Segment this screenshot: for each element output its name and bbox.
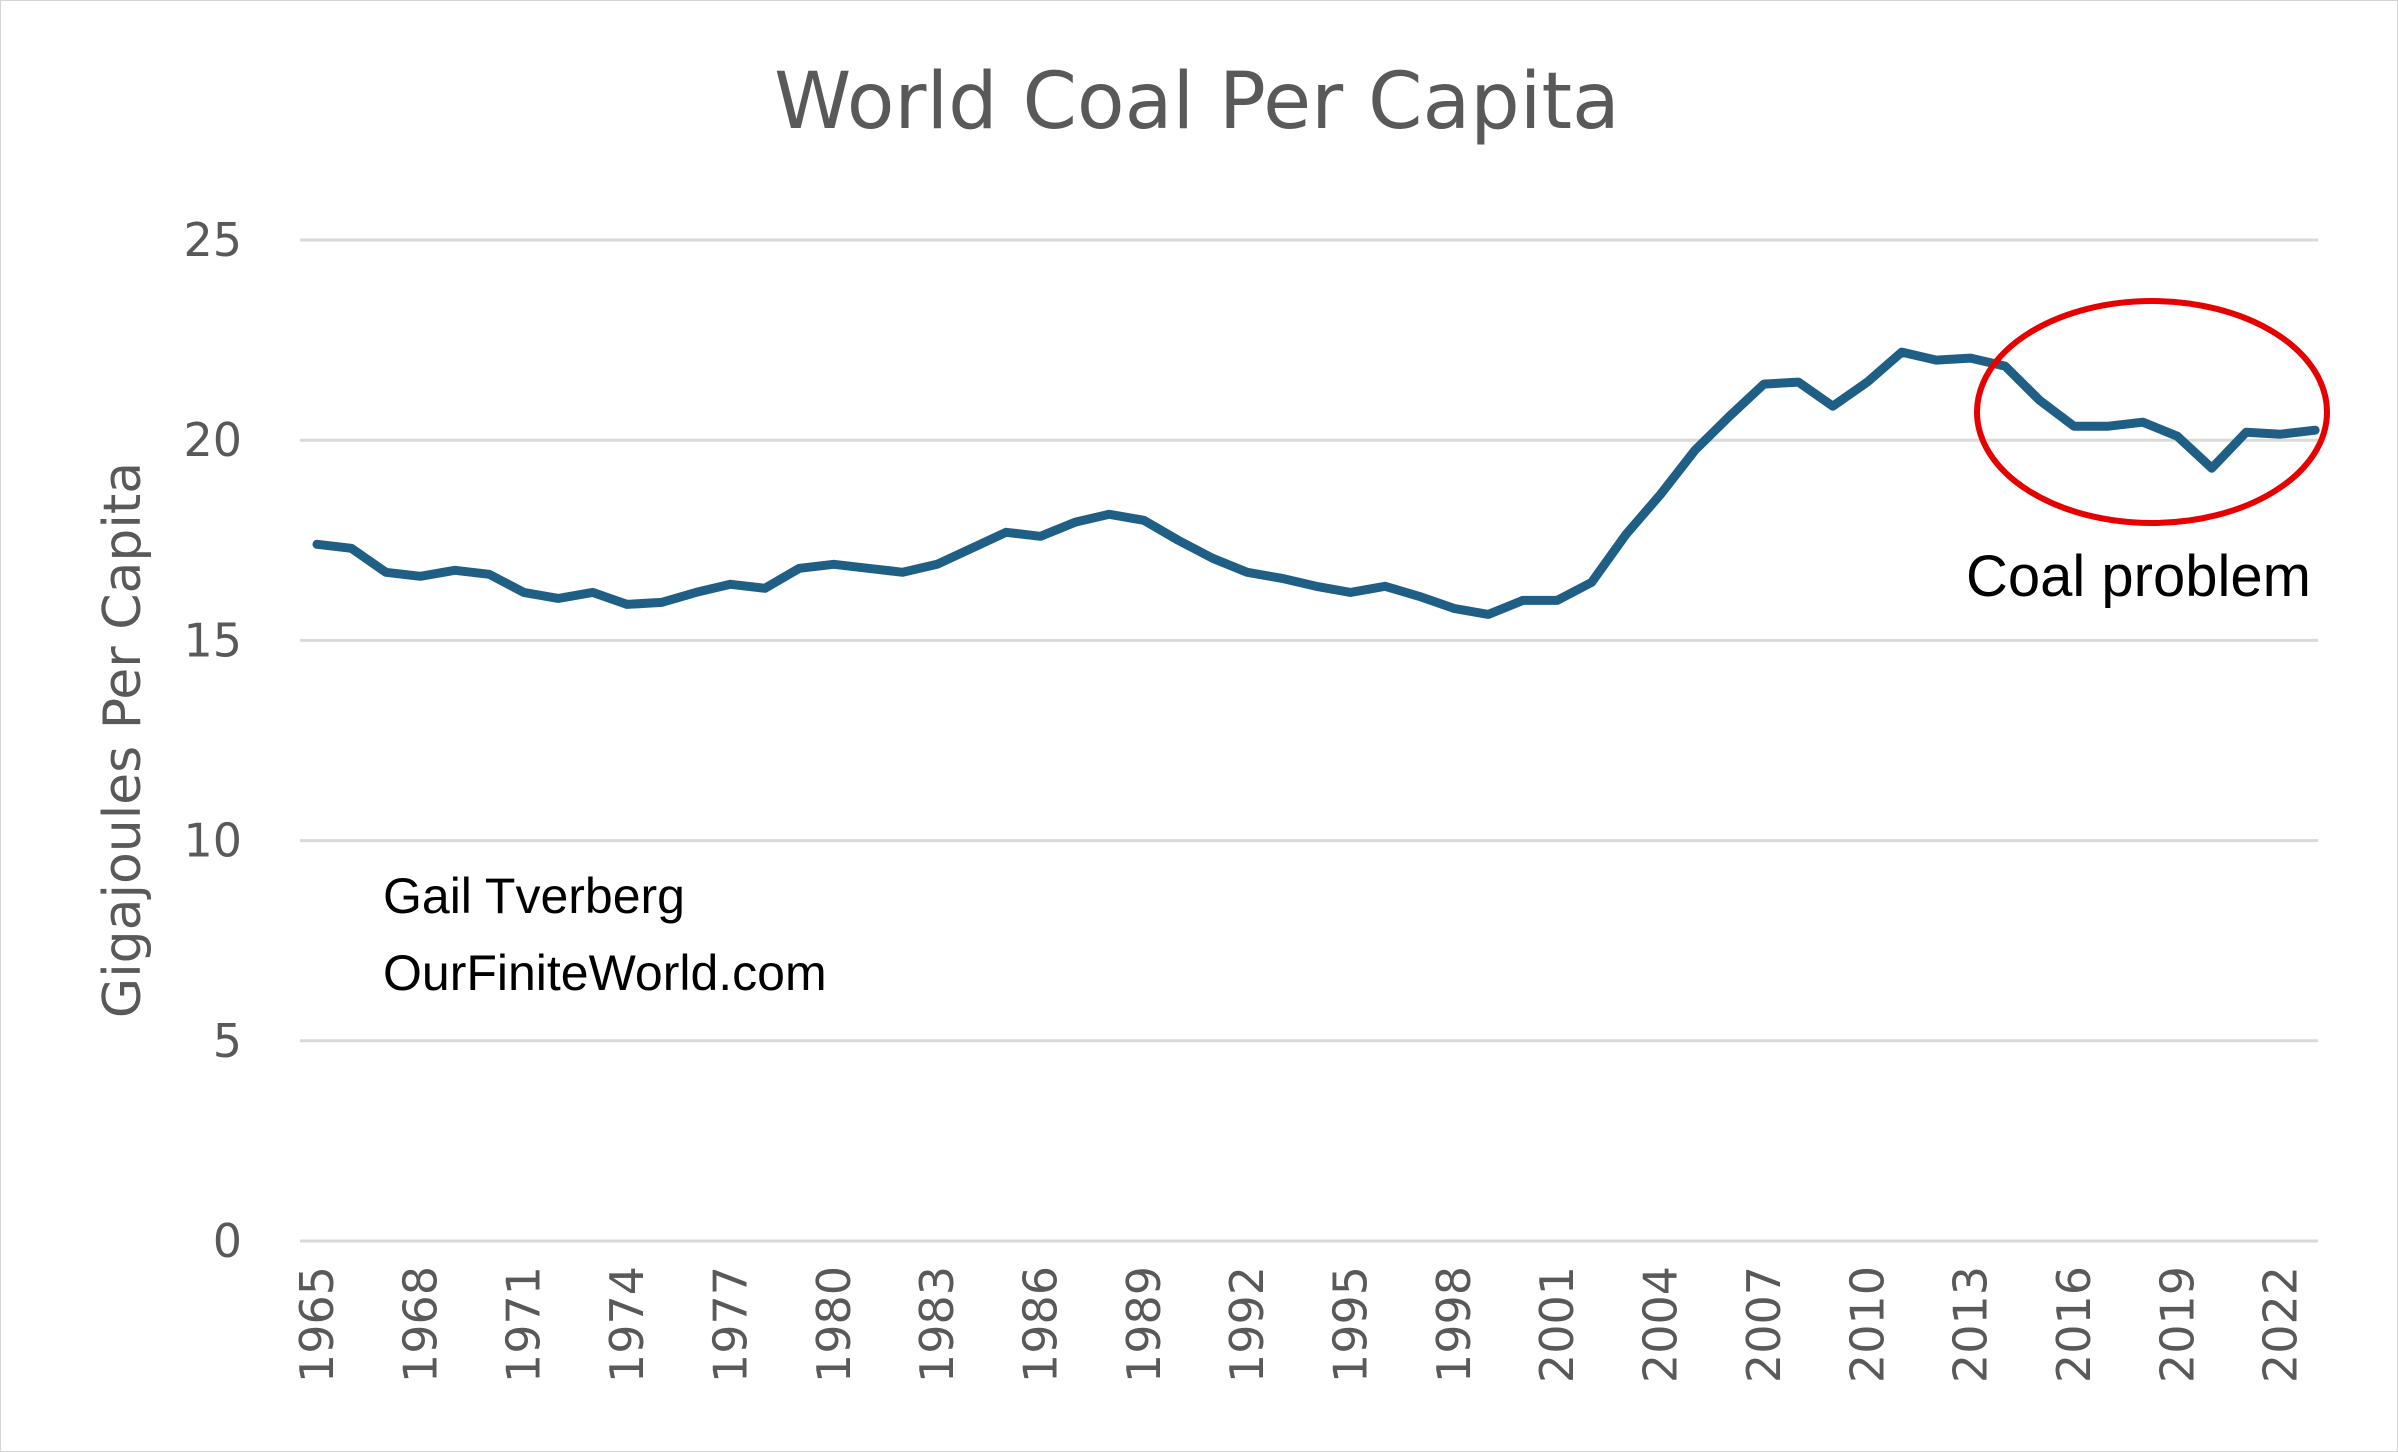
series-line-0 — [312, 347, 2320, 619]
y-tick-label: 10 — [183, 814, 242, 868]
x-axis-ticks: 1965 1968 1971 1974 1977 1980 1983 1986 1989 1992… — [290, 1266, 2308, 1383]
x-tick-label: 2010 — [1840, 1266, 1894, 1383]
x-tick-label: 1980 — [807, 1266, 861, 1383]
x-tick-label: 1968 — [393, 1266, 447, 1383]
x-tick-label: 2016 — [2047, 1266, 2101, 1383]
x-tick-label: 1986 — [1013, 1266, 1067, 1383]
x-tick-label: 2004 — [1634, 1266, 1688, 1383]
x-tick-label: 1998 — [1427, 1266, 1481, 1383]
gridlines — [300, 238, 2318, 1243]
x-tick-label: 1971 — [497, 1266, 551, 1383]
x-tick-label: 1974 — [600, 1266, 654, 1383]
x-tick-label: 1995 — [1324, 1266, 1378, 1383]
x-tick-label: 2013 — [1944, 1266, 1998, 1383]
x-tick-label: 2007 — [1737, 1266, 1791, 1383]
x-tick-label: 1977 — [703, 1266, 757, 1383]
website-annotation: OurFiniteWorld.com — [383, 945, 827, 1001]
author-annotation: Gail Tverberg — [383, 868, 685, 924]
y-tick-label: 25 — [183, 213, 242, 267]
x-tick-label: 1989 — [1117, 1266, 1171, 1383]
y-axis-ticks: 0 5 10 15 20 25 — [183, 213, 242, 1268]
y-tick-label: 0 — [213, 1214, 242, 1268]
callout-circle — [1974, 298, 2330, 526]
x-tick-label: 1992 — [1220, 1266, 1274, 1383]
callout-label: Coal problem — [1966, 544, 2311, 609]
x-tick-label: 2022 — [2254, 1266, 2308, 1383]
y-tick-label: 15 — [183, 613, 242, 667]
x-tick-label: 1983 — [910, 1266, 964, 1383]
y-tick-label: 5 — [213, 1014, 242, 1068]
x-tick-label: 2019 — [2150, 1266, 2204, 1383]
x-tick-label: 2001 — [1530, 1266, 1584, 1383]
y-tick-label: 20 — [183, 413, 242, 467]
chart-title: World Coal Per Capita — [774, 57, 1620, 147]
x-tick-label: 1965 — [290, 1266, 344, 1383]
series-layer — [312, 347, 2320, 619]
y-axis-label: Gigajoules Per Capita — [93, 462, 153, 1018]
